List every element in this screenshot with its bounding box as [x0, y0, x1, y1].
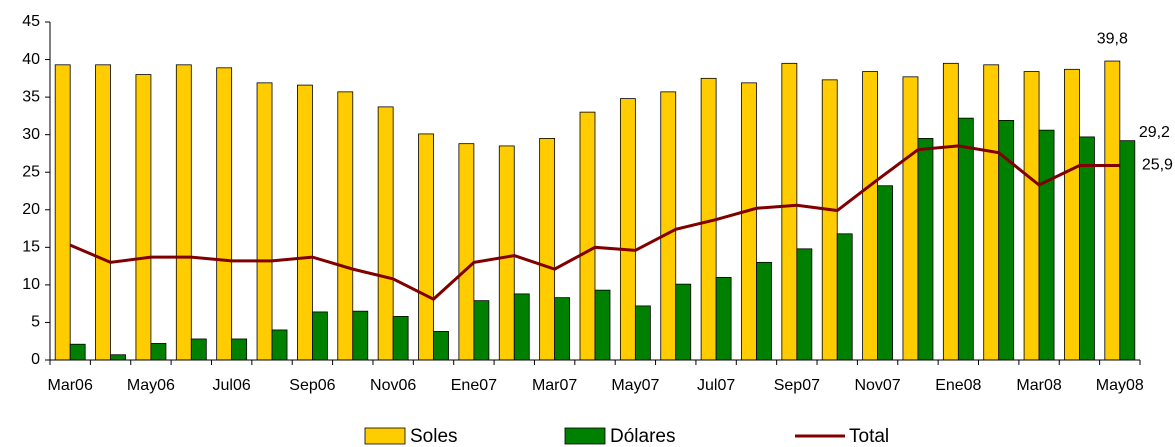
y-tick-label: 25 — [22, 163, 40, 180]
bar — [796, 248, 813, 361]
bar — [352, 310, 369, 361]
legend-label: Soles — [410, 426, 458, 447]
bar — [69, 343, 86, 361]
bar — [942, 62, 959, 361]
y-tick-label: 5 — [31, 314, 40, 331]
x-tick-label: Mar06 — [48, 377, 93, 394]
x-tick-label: Nov06 — [370, 377, 416, 394]
y-tick-label: 45 — [22, 13, 40, 30]
bar — [634, 305, 651, 361]
bar — [231, 338, 248, 361]
bar — [660, 91, 677, 361]
bar — [862, 71, 878, 361]
bar — [983, 64, 1000, 361]
bar — [175, 64, 192, 361]
bar — [216, 67, 233, 361]
x-tick-label: Mar07 — [532, 377, 577, 394]
x-tick-label: May06 — [127, 377, 175, 394]
bar — [877, 185, 893, 361]
bar — [741, 82, 757, 361]
x-tick-label: Sep06 — [289, 377, 335, 394]
bar — [190, 338, 207, 361]
data-label: 29,2 — [1139, 124, 1170, 141]
data-label: 39,8 — [1097, 30, 1128, 47]
bar — [594, 289, 611, 361]
bar — [458, 143, 475, 361]
bar — [513, 293, 530, 361]
bar — [1023, 71, 1040, 361]
bar — [675, 283, 692, 361]
y-tick-label: 35 — [22, 88, 40, 105]
bar — [110, 354, 126, 361]
x-tick-label: Jul06 — [213, 377, 251, 394]
bar — [377, 106, 394, 361]
y-tick-label: 30 — [22, 126, 40, 143]
x-tick-label: Ene08 — [935, 377, 981, 394]
bar — [619, 98, 636, 361]
legend-label: Total — [849, 426, 889, 447]
bar — [579, 111, 596, 361]
y-tick-label: 15 — [22, 239, 40, 256]
y-tick-label: 40 — [22, 51, 40, 68]
bar — [1104, 60, 1121, 361]
bar — [392, 316, 409, 361]
bar — [917, 138, 934, 361]
bar — [957, 117, 974, 361]
bar — [756, 261, 772, 361]
x-tick-label: Ene07 — [451, 377, 497, 394]
bar — [95, 64, 111, 361]
legend-swatch — [364, 427, 406, 445]
bar — [715, 276, 732, 361]
x-tick-label: Nov07 — [854, 377, 900, 394]
y-tick-label: 10 — [22, 276, 40, 293]
bar — [554, 297, 571, 361]
x-tick-label: Jul07 — [697, 377, 735, 394]
bar — [433, 331, 449, 361]
bar — [1064, 68, 1080, 361]
bar — [418, 133, 434, 361]
data-label: 25,9 — [1142, 157, 1173, 174]
bar — [54, 64, 71, 361]
x-tick-label: Mar08 — [1016, 377, 1061, 394]
bar — [1079, 136, 1095, 361]
bar — [836, 233, 853, 361]
y-tick-label: 20 — [22, 201, 40, 218]
bar — [498, 145, 515, 361]
bar — [902, 76, 919, 361]
bar — [781, 62, 798, 361]
legend-swatch — [564, 427, 606, 445]
x-tick-label: May08 — [1096, 377, 1144, 394]
bar — [821, 79, 838, 361]
bar — [337, 91, 354, 361]
bar — [271, 329, 288, 361]
bar — [539, 138, 556, 361]
legend-label: Dólares — [610, 426, 675, 447]
bar — [297, 84, 313, 361]
line — [69, 144, 1120, 301]
x-tick-label: Sep07 — [774, 377, 820, 394]
y-tick-label: 0 — [31, 351, 40, 368]
x-tick-label: May07 — [611, 377, 659, 394]
bar — [150, 343, 167, 361]
bar — [135, 74, 152, 361]
bar — [1119, 140, 1136, 361]
bar — [473, 300, 490, 361]
bar — [312, 311, 328, 361]
bar — [1038, 129, 1055, 361]
bar — [256, 82, 273, 361]
